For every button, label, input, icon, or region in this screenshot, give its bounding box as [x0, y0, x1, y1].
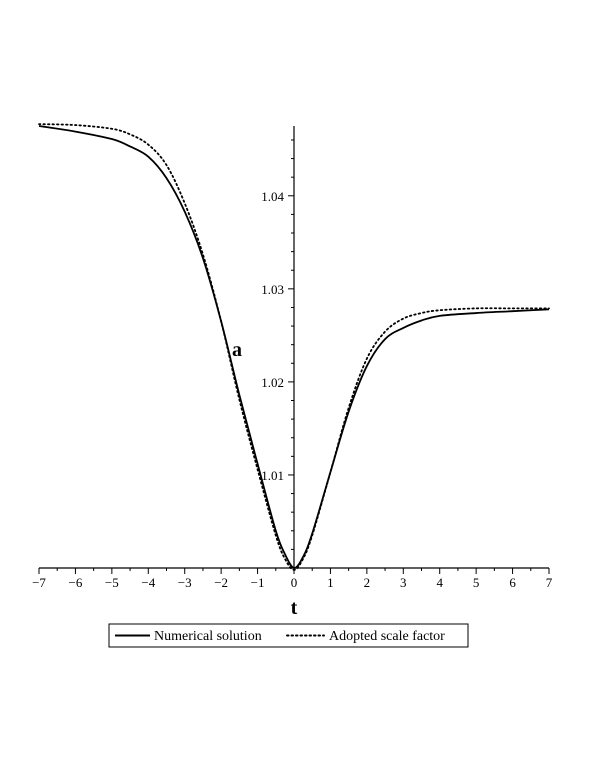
y-tick-label: 1.04 — [261, 189, 284, 204]
y-tick-label: 1.03 — [261, 282, 284, 297]
series-line-adopted-scale-factor — [38, 123, 550, 571]
legend-label-adopted-scale-factor: Adopted scale factor — [329, 629, 445, 644]
x-tick-label: 0 — [291, 575, 298, 590]
legend-label-numerical-solution: Numerical solution — [154, 629, 262, 644]
x-tick-label: −3 — [178, 575, 192, 590]
y-tick-label: 1.02 — [261, 375, 284, 390]
x-axis-title: t — [291, 597, 298, 619]
x-tick-label: −2 — [214, 575, 228, 590]
x-tick-labels: −7 −6 −5 −4 −3 −2 −1 0 1 2 3 4 5 6 7 — [32, 575, 553, 590]
major-ticks — [38, 195, 550, 574]
x-tick-label: −1 — [251, 575, 265, 590]
y-axis-title: a — [232, 339, 242, 361]
series-layer — [38, 123, 550, 571]
legend: Numerical solution Adopted scale factor — [108, 623, 469, 648]
x-tick-label: 2 — [364, 575, 371, 590]
x-tick-label: −5 — [105, 575, 119, 590]
x-tick-label: 5 — [473, 575, 480, 590]
x-tick-label: 4 — [436, 575, 443, 590]
x-tick-label: −4 — [141, 575, 155, 590]
series-line-numerical-solution — [38, 125, 550, 569]
y-tick-label: 1.01 — [261, 468, 284, 483]
x-tick-label: 1 — [327, 575, 334, 590]
x-tick-label: −6 — [69, 575, 83, 590]
x-tick-label: 7 — [546, 575, 553, 590]
x-tick-label: 6 — [509, 575, 516, 590]
x-tick-label: −7 — [32, 575, 46, 590]
x-tick-label: 3 — [400, 575, 407, 590]
y-tick-labels: 1.01 1.02 1.03 1.04 — [261, 189, 284, 483]
